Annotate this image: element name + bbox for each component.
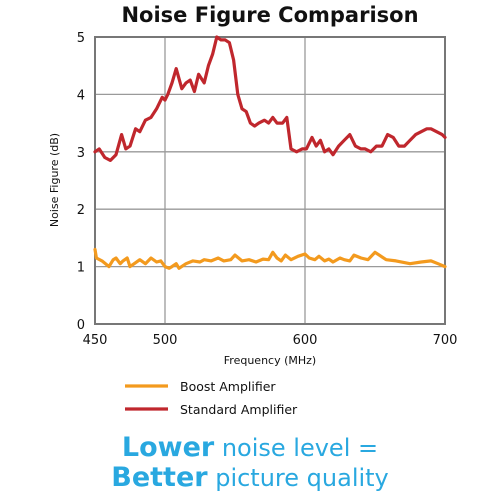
- legend-label: Boost Amplifier: [180, 379, 276, 394]
- legend-label: Standard Amplifier: [180, 402, 298, 417]
- tagline-strong-2: Better: [111, 462, 208, 493]
- tagline-rest-2: picture quality: [207, 464, 389, 492]
- series-layer: [93, 35, 447, 270]
- y-tick-label: 0: [77, 318, 85, 333]
- y-tick-label: 1: [77, 261, 85, 276]
- tick-labels: 0 1 2 3 4 5 450 500 600 700: [77, 31, 458, 348]
- x-tick-label: 600: [293, 333, 318, 348]
- tagline-line-2: Better picture quality: [0, 462, 500, 497]
- y-tick-label: 2: [77, 203, 85, 218]
- series-line-standard-amplifier: [93, 35, 447, 162]
- y-tick-label: 4: [77, 88, 85, 103]
- y-tick-label: 3: [77, 146, 85, 161]
- x-tick-label: 700: [433, 333, 458, 348]
- legend: Boost Amplifier Standard Amplifier: [125, 379, 298, 417]
- y-tick-label: 5: [77, 31, 85, 46]
- x-tick-label: 450: [83, 333, 108, 348]
- tagline-line-1: Lower noise level =: [0, 432, 500, 467]
- series-line-boost-amplifier: [93, 247, 447, 270]
- x-axis-label: Frequency (MHz): [224, 354, 316, 367]
- tagline-rest-1: noise level =: [214, 434, 379, 462]
- tagline-strong-1: Lower: [121, 432, 215, 463]
- x-tick-label: 500: [153, 333, 178, 348]
- grid: [94, 36, 446, 325]
- plot-area-frame: [94, 36, 446, 325]
- y-axis-label: Noise Figure (dB): [48, 133, 61, 227]
- chart-title: Noise Figure Comparison: [121, 3, 418, 27]
